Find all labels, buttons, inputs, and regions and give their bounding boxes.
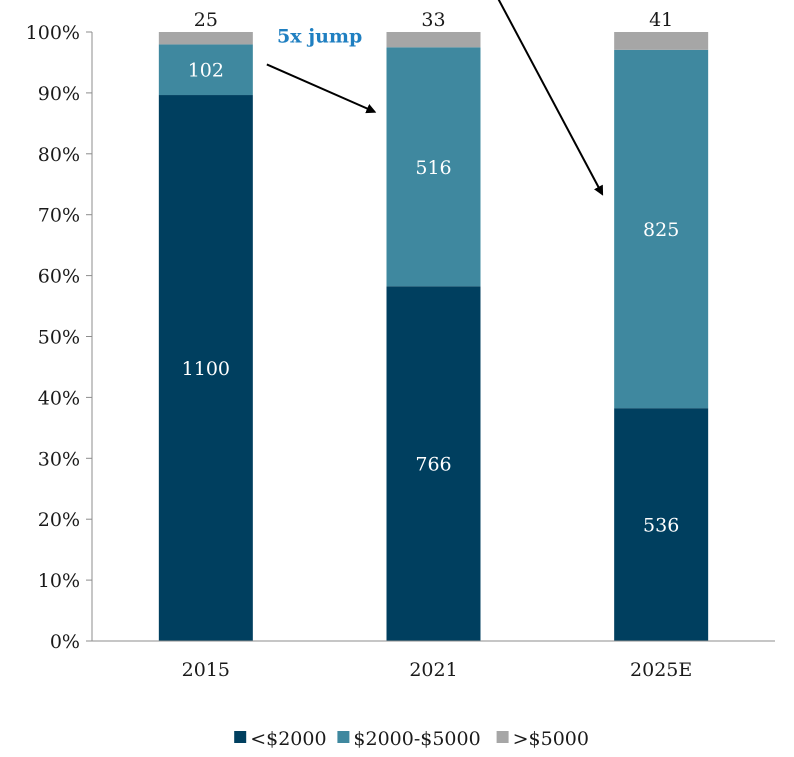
data-label: 825	[643, 219, 679, 241]
annotation-arrow	[266, 63, 377, 114]
legend-swatch	[496, 731, 509, 743]
x-tick-label: 2025E	[630, 659, 692, 681]
bar-segment	[158, 32, 253, 45]
y-tick-label: 50%	[38, 327, 80, 349]
bar-segment	[386, 47, 481, 287]
bar-segment	[614, 49, 709, 409]
data-label: 1100	[182, 358, 230, 380]
x-axis: 2015 2021 2025E	[92, 640, 775, 681]
y-tick-label: 70%	[38, 205, 80, 227]
data-label: 41	[649, 9, 673, 31]
bars: 1100 102 25 766 516 33 536 825 41	[158, 9, 709, 641]
x-tick-label: 2015	[182, 659, 230, 681]
bar-segment	[614, 32, 709, 50]
x-tick-label: 2021	[409, 659, 457, 681]
y-tick-label: 0%	[50, 631, 80, 653]
bar-segment	[614, 408, 709, 641]
legend-label: $2000-$5000	[353, 728, 480, 750]
legend-swatch	[337, 731, 350, 743]
y-tick-label: 10%	[38, 570, 80, 592]
y-tick-label: 100%	[26, 22, 80, 44]
bar-segment	[386, 32, 481, 48]
data-label: 766	[415, 454, 451, 476]
bar-segment	[158, 95, 253, 641]
y-tick-label: 60%	[38, 266, 80, 288]
y-tick-label: 40%	[38, 387, 80, 409]
data-label: 25	[194, 9, 218, 31]
y-axis: 0% 10% 20% 30% 40% 50% 60% 70% 80% 90% 100%	[26, 22, 93, 653]
annotations: 5x jump1.6x jump	[266, 0, 604, 196]
data-label: 33	[421, 9, 445, 31]
legend-label: >$5000	[513, 728, 589, 750]
y-tick-label: 20%	[38, 509, 80, 531]
legend-swatch	[234, 731, 247, 743]
y-tick-label: 30%	[38, 448, 80, 470]
bar-segment	[158, 44, 253, 96]
legend: <$2000 $2000-$5000 >$5000	[234, 728, 589, 750]
legend-label: <$2000	[250, 728, 326, 750]
data-label: 102	[188, 60, 224, 82]
bar-segment	[386, 286, 481, 641]
data-label: 516	[415, 157, 451, 179]
y-tick-label: 80%	[38, 144, 80, 166]
annotation-label: 5x jump	[277, 25, 362, 47]
annotation-arrow	[497, 0, 604, 196]
y-tick-label: 90%	[38, 83, 80, 105]
data-label: 536	[643, 515, 679, 537]
